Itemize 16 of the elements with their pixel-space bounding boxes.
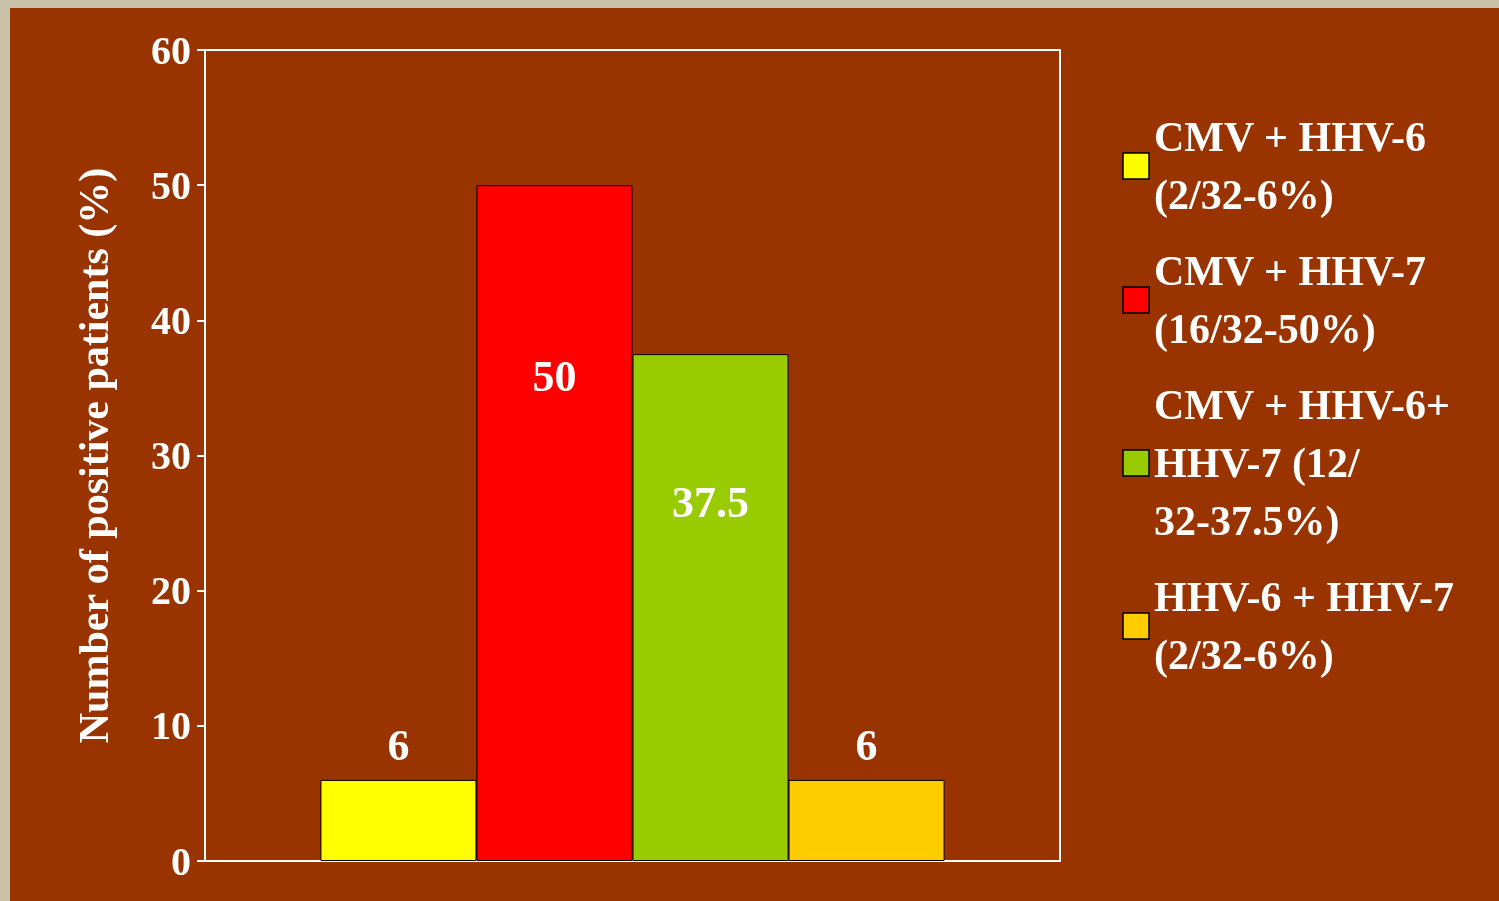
y-tick-label: 60 (151, 27, 191, 73)
legend-label: CMV + HHV-6 (2/32-6%) (1154, 114, 1437, 219)
y-tick-label: 50 (151, 162, 191, 208)
y-axis-title: Number of positive patients (%) (71, 167, 118, 744)
data-label: 6 (387, 721, 410, 771)
legend-label: CMV + HHV-6+ HHV-7 (12/32-37.5%) (1154, 382, 1461, 545)
data-label: 37.5 (672, 478, 750, 528)
data-label: 6 (855, 721, 878, 771)
y-tick-label: 20 (151, 568, 191, 614)
y-tick-label: 40 (151, 297, 191, 343)
legend-label: HHV-6 + HHV-7 (2/32-6%) (1154, 574, 1465, 679)
data-label: 50 (532, 351, 577, 401)
y-tick-label: 0 (171, 838, 191, 884)
y-tick-label: 10 (151, 703, 191, 749)
y-tick-label: 30 (151, 433, 191, 478)
legend-label: CMV + HHV-7 (16/32-50%) (1154, 248, 1437, 353)
